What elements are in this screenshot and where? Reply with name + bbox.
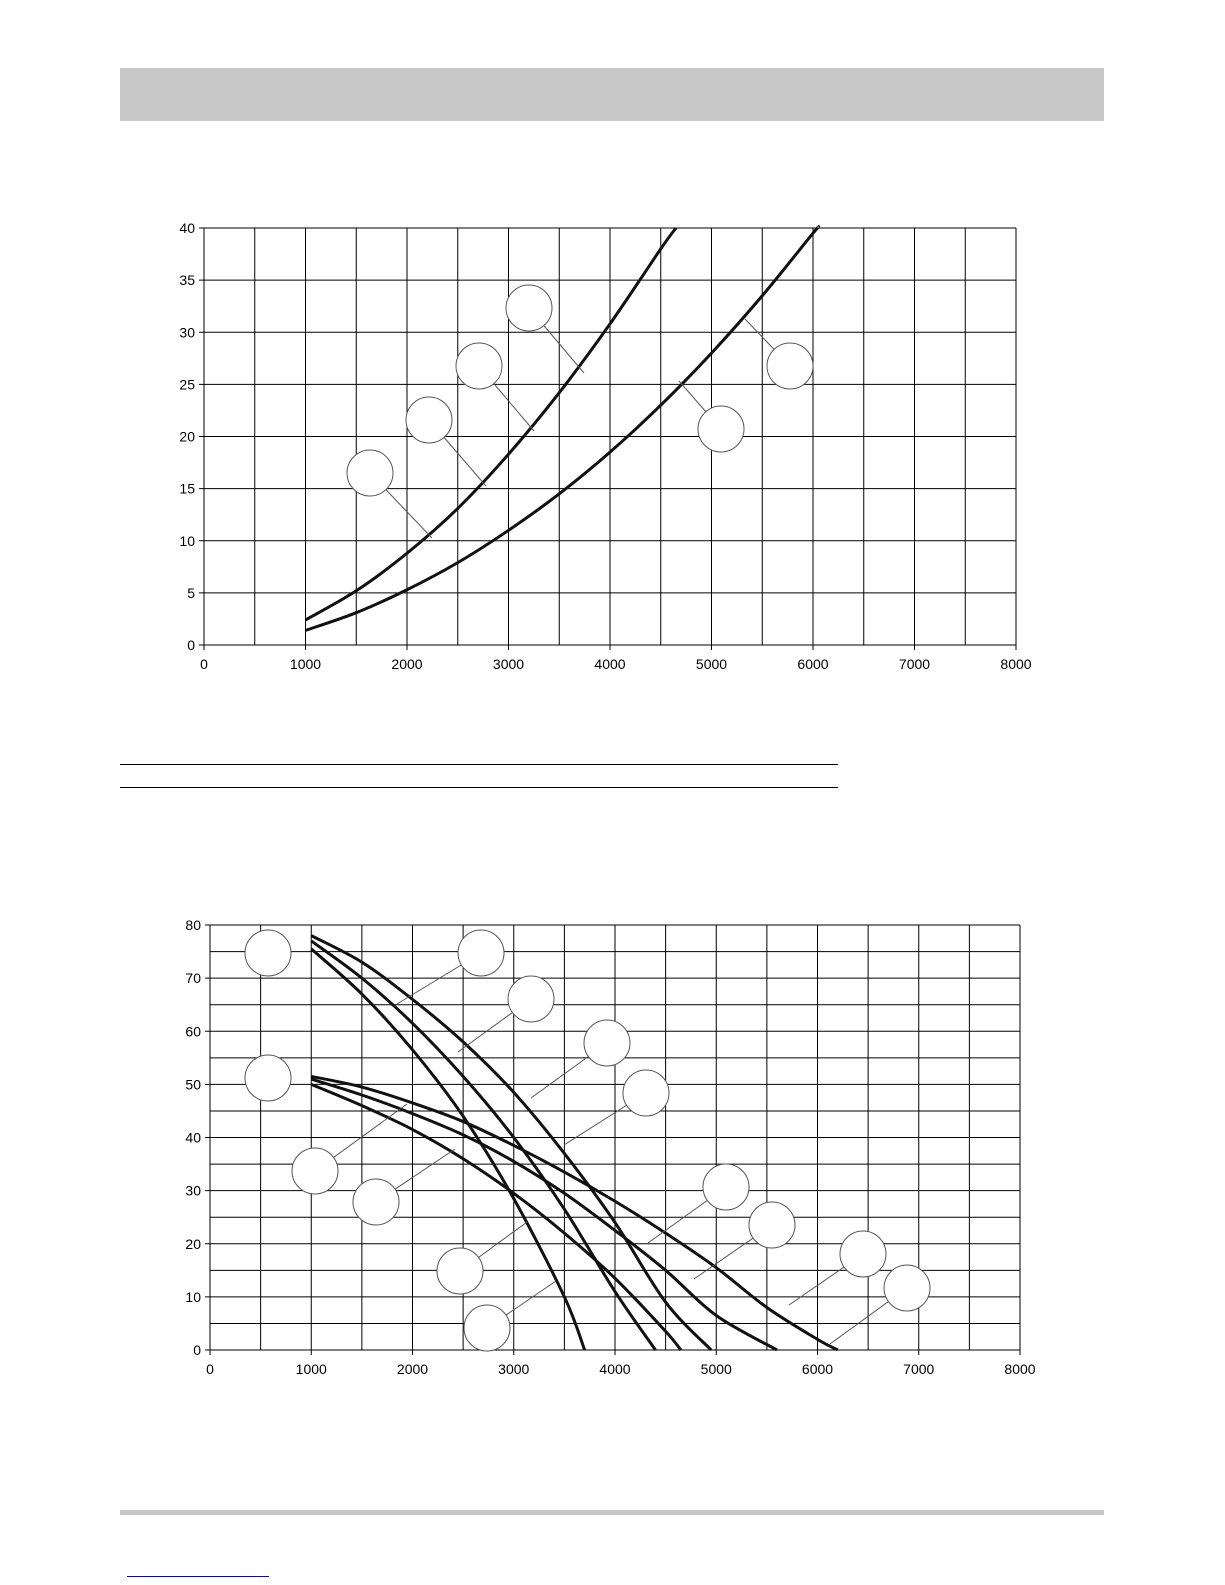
- series-line-5: [310, 1077, 778, 1352]
- series-line-6: [310, 1074, 839, 1352]
- footer-band: [120, 1510, 1104, 1515]
- x-tick-label: 1000: [296, 1361, 327, 1377]
- callout-marker: [346, 449, 394, 497]
- y-tick-label: 30: [185, 1183, 201, 1199]
- x-tick-label: 7000: [903, 1361, 934, 1377]
- x-tick-label: 4000: [594, 656, 625, 672]
- y-tick-label: 40: [185, 1130, 201, 1146]
- callout-marker: [455, 342, 503, 390]
- y-tick-label: 20: [185, 1236, 201, 1252]
- y-tick-label: 60: [185, 1023, 201, 1039]
- series-line-1: [310, 947, 587, 1351]
- series-line-2: [310, 939, 657, 1351]
- x-tick-label: 3000: [493, 656, 524, 672]
- y-tick-label: 70: [185, 970, 201, 986]
- callout-marker: [505, 284, 553, 332]
- series-line-1: [304, 227, 678, 622]
- header-band: [120, 68, 1104, 121]
- callout-marker: [622, 1069, 670, 1117]
- series-line-4: [310, 1082, 682, 1351]
- callout-marker: [244, 1054, 292, 1102]
- y-tick-label: 30: [179, 324, 195, 340]
- callout-marker: [507, 975, 555, 1023]
- x-tick-label: 5000: [696, 656, 727, 672]
- callout-marker: [463, 1304, 511, 1352]
- callout-marker: [748, 1201, 796, 1249]
- callout-marker: [352, 1178, 400, 1226]
- callout-marker: [766, 342, 814, 390]
- y-tick-label: 15: [179, 481, 195, 497]
- y-tick-label: 40: [179, 220, 195, 236]
- callout-marker: [291, 1147, 339, 1195]
- callout-marker: [457, 929, 505, 977]
- y-tick-label: 20: [179, 429, 195, 445]
- callout-marker: [702, 1163, 750, 1211]
- y-tick-label: 10: [185, 1289, 201, 1305]
- section-rule-top: [120, 764, 838, 765]
- callout-marker: [244, 929, 292, 977]
- x-tick-label: 2000: [391, 656, 422, 672]
- x-tick-label: 6000: [797, 656, 828, 672]
- y-tick-label: 80: [185, 917, 201, 933]
- callout-marker: [883, 1264, 931, 1312]
- x-tick-label: 3000: [498, 1361, 529, 1377]
- y-tick-label: 5: [187, 585, 195, 601]
- callout-marker: [436, 1247, 484, 1295]
- x-tick-label: 2000: [397, 1361, 428, 1377]
- callout-marker: [405, 396, 453, 444]
- x-tick-label: 6000: [802, 1361, 833, 1377]
- series-line-2: [305, 225, 821, 632]
- y-tick-label: 0: [187, 637, 195, 653]
- y-tick-label: 50: [185, 1076, 201, 1092]
- chart-top: 0 5 10 15 20 25 30 35 40 0 1000 2000 3000 4000 5000 600…: [179, 220, 1031, 672]
- x-tick-label: 8000: [1000, 656, 1031, 672]
- section-rule-bottom: [120, 787, 838, 788]
- callout-marker: [583, 1019, 631, 1067]
- x-tick-label: 0: [200, 656, 208, 672]
- series-line-3: [310, 934, 713, 1352]
- y-tick-label: 0: [193, 1342, 201, 1358]
- x-tick-label: 8000: [1004, 1361, 1035, 1377]
- x-tick-label: 0: [206, 1361, 214, 1377]
- y-tick-label: 25: [179, 376, 195, 392]
- y-tick-label: 35: [179, 272, 195, 288]
- x-tick-label: 1000: [290, 656, 321, 672]
- callout-marker: [839, 1230, 887, 1278]
- x-tick-label: 5000: [701, 1361, 732, 1377]
- x-tick-label: 7000: [899, 656, 930, 672]
- x-tick-label: 4000: [599, 1361, 630, 1377]
- y-tick-label: 10: [179, 533, 195, 549]
- callout-marker: [697, 405, 745, 453]
- footer-link-underline[interactable]: [127, 1576, 269, 1577]
